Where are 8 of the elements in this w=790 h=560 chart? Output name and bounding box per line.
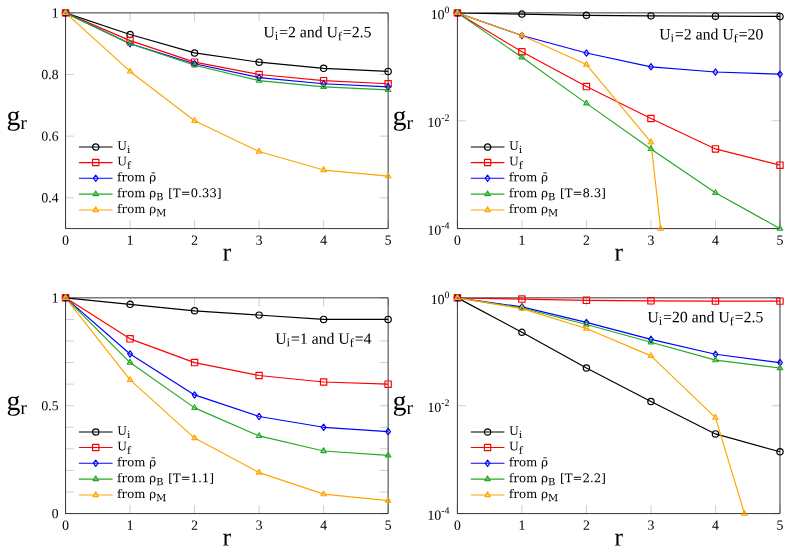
y-axis-title: g$_{r}$ <box>393 111 413 132</box>
x-axis-title: r <box>614 248 623 262</box>
x-axis-title: r <box>223 533 231 547</box>
y-axis-title: g$_{r}$ <box>7 111 27 132</box>
x-axis-title: r <box>614 533 623 547</box>
y-axis-title: g$_{r}$ <box>7 396 27 417</box>
x-axis-title: r <box>223 248 231 262</box>
y-axis-title: g$_{r}$ <box>393 396 413 417</box>
